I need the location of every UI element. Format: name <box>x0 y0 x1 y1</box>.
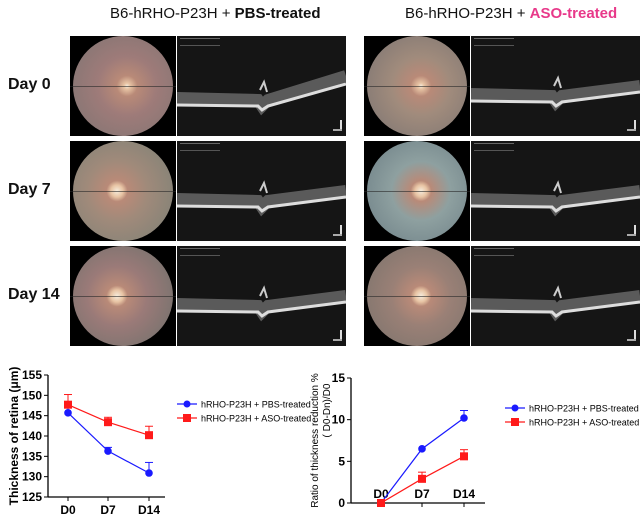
y-tick-label: 135 <box>22 449 42 463</box>
header-prefix: B6-hRHO-P23H + <box>110 5 235 22</box>
row-label: Day 0 <box>8 76 51 93</box>
y-tick-label: 0 <box>338 496 345 510</box>
data-point <box>460 452 468 461</box>
fundus-image <box>70 36 176 136</box>
oct-metadata <box>474 143 514 151</box>
y-tick-label: 130 <box>22 470 42 484</box>
legend-marker <box>511 418 519 426</box>
legend-label: hRHO-P23H + PBS-treated <box>529 404 639 414</box>
y-tick-label: 155 <box>22 368 42 382</box>
fundus-image <box>364 141 470 241</box>
fundus-image <box>364 246 470 346</box>
oct-scan-image <box>177 36 346 136</box>
oct-metadata <box>180 38 220 46</box>
legend-label: hRHO-P23H + ASO-treated <box>529 418 639 428</box>
x-tick-label: D7 <box>100 503 116 517</box>
data-point <box>104 418 112 427</box>
oct-scan-image <box>471 246 640 346</box>
legend-marker <box>511 404 519 412</box>
fundus-image <box>70 246 176 346</box>
header-emphasis: PBS-treated <box>234 5 321 22</box>
y-axis-label: Thickness of retina (μm) <box>7 367 21 506</box>
data-point <box>418 445 426 453</box>
y-tick-label: 5 <box>338 454 345 468</box>
oct-metadata <box>474 38 514 46</box>
header-emphasis: ASO-treated <box>529 5 618 22</box>
y-axis-label: Ratio of thickness reduction % <box>310 373 321 508</box>
x-tick-label: D14 <box>138 503 160 517</box>
x-tick-label: D0 <box>60 503 76 517</box>
legend-marker <box>183 400 191 408</box>
y-tick-label: 140 <box>22 429 42 443</box>
y-axis-label-formula: ( D0-Dn)/D0 <box>322 383 333 437</box>
data-point <box>145 431 153 440</box>
oct-scan-image <box>177 141 346 241</box>
legend-label: hRHO-P23H + PBS-treated <box>201 400 311 410</box>
oct-metadata <box>474 248 514 256</box>
legend-label: hRHO-P23H + ASO-treated <box>201 414 311 424</box>
y-tick-label: 10 <box>332 413 346 427</box>
header-pbs: B6-hRHO-P23H + PBS-treated <box>110 5 321 22</box>
row-label: Day 14 <box>8 286 60 303</box>
oct-scan-image <box>471 141 640 241</box>
fundus-image <box>70 141 176 241</box>
reduction-ratio-chart: 0 5 10 15 D0 D7 D14 Ratio of thickness reductio… <box>310 371 639 510</box>
header-prefix: B6-hRHO-P23H + <box>405 5 530 22</box>
legend-marker <box>183 414 191 422</box>
oct-metadata <box>180 248 220 256</box>
row-label: Day 7 <box>8 181 51 198</box>
x-tick-label: D7 <box>414 487 430 501</box>
oct-metadata <box>180 143 220 151</box>
data-point <box>145 469 153 477</box>
data-point <box>104 447 112 455</box>
y-tick-label: 15 <box>332 371 346 385</box>
x-tick-label: D0 <box>373 487 389 501</box>
y-tick-label: 125 <box>22 490 42 504</box>
y-tick-label: 145 <box>22 409 42 423</box>
y-tick-label: 150 <box>22 388 42 402</box>
data-point <box>64 409 72 417</box>
fundus-image <box>364 36 470 136</box>
header-aso: B6-hRHO-P23H + ASO-treated <box>405 5 617 22</box>
data-point <box>460 414 468 422</box>
thickness-chart: 125 130 135 140 145 150 155 D0 D7 D14 Thickness of… <box>7 367 311 517</box>
x-tick-label: D14 <box>453 487 475 501</box>
oct-scan-image <box>177 246 346 346</box>
data-point <box>64 400 72 409</box>
oct-scan-image <box>471 36 640 136</box>
data-point <box>377 499 385 507</box>
data-point <box>418 474 426 483</box>
